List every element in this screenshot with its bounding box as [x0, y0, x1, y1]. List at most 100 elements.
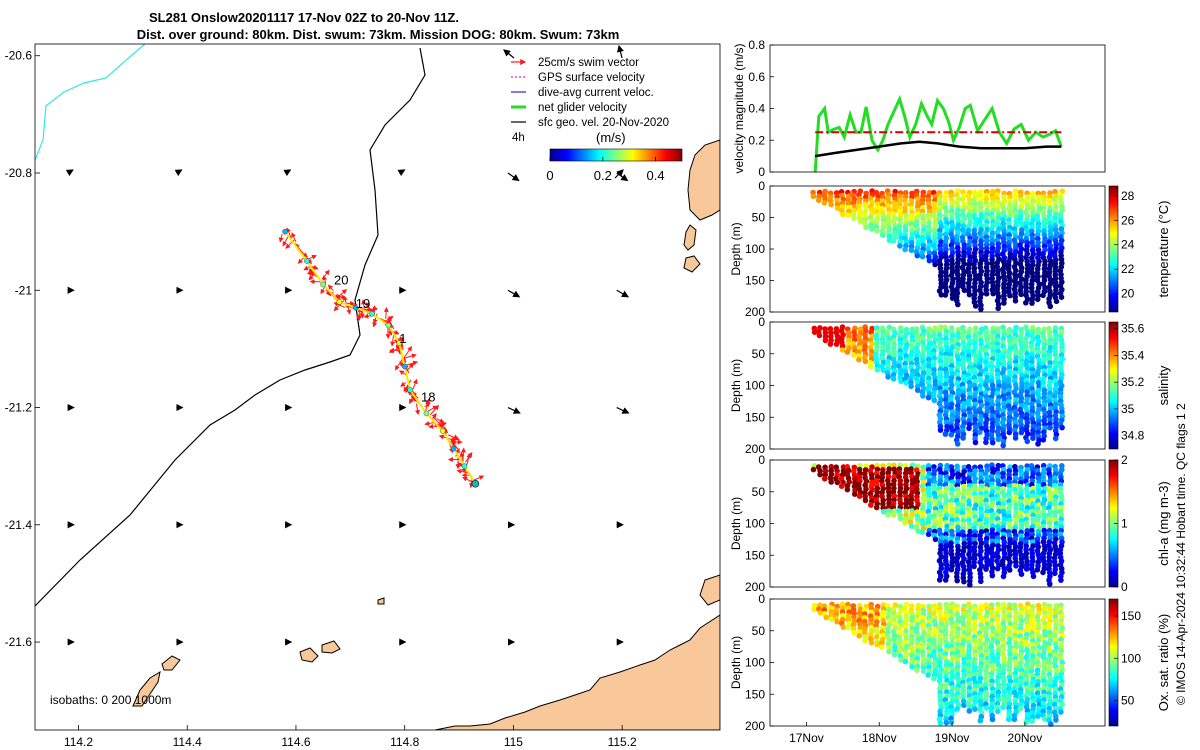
- oxygen-section-sample: [909, 664, 915, 670]
- colorbar-tick-label: 22: [1121, 262, 1135, 276]
- chla-section-sample: [978, 578, 984, 585]
- map-x-tick-label: 114.8: [390, 735, 419, 749]
- track-fix-point: [369, 310, 375, 317]
- track-fix-point: [423, 410, 430, 417]
- speed-colorbar-ticks: 0 0.2 0.4: [546, 157, 665, 183]
- salinity-section-ylabel: Depth (m): [729, 359, 743, 412]
- swim-vector-arrow: [398, 370, 407, 376]
- oxygen-section-sample: [823, 614, 829, 621]
- oxygen-section-sample: [868, 639, 875, 646]
- swim-vector-arrow: [459, 451, 465, 462]
- geo-vector-arrow: [616, 44, 624, 59]
- depth-tick-label: 150: [745, 274, 765, 288]
- chla-section-sample: [897, 515, 904, 522]
- salinity-section-sample: [890, 372, 897, 378]
- temperature-section-colorbar: [1108, 185, 1119, 313]
- depth-tick-label: 0: [758, 179, 765, 193]
- chla-section-sample: [1006, 567, 1013, 573]
- chla-section-sample: [936, 577, 943, 583]
- temperature-section-panel: 0 50 100 150 200 Depth (m) 20 22 24 26 28 temperatu…: [729, 179, 1171, 319]
- chla-section-clabel: chl-a (mg m-3): [1156, 481, 1171, 566]
- oxygen-section-sample: [926, 641, 932, 648]
- swim-vector-arrow: [322, 275, 328, 284]
- day-label: 1: [399, 331, 406, 346]
- day-label: 20: [334, 272, 348, 287]
- chla-section-sample: [856, 493, 863, 500]
- map-y-tick-label: -21: [15, 283, 33, 297]
- chla-section-sample: [1052, 570, 1058, 577]
- colorbar-tick-label: 50: [1121, 694, 1135, 708]
- swim-vector-arrow: [372, 318, 378, 328]
- oxygen-section-sample: [954, 706, 960, 712]
- island-small-4: [299, 647, 319, 663]
- temperature-section-sample: [914, 252, 921, 259]
- temperature-section-sample: [1018, 291, 1024, 298]
- chla-section-sample: [1047, 581, 1053, 587]
- chla-section-sample: [885, 512, 891, 518]
- track-fix-point: [396, 340, 403, 346]
- salinity-section-sample: [885, 374, 891, 380]
- oxygen-section-sample: [1048, 721, 1054, 727]
- salinity-section-sample: [1006, 334, 1013, 340]
- oxygen-section-sample: [1023, 719, 1030, 726]
- salinity-section-sample: [1059, 424, 1065, 431]
- swim-vector-arrow: [342, 295, 349, 308]
- chla-section-sample: [838, 483, 845, 490]
- chla-section-sample: [942, 577, 949, 583]
- swim-vector-arrow: [361, 299, 367, 310]
- colorbar-tick-label: 0.2: [594, 168, 612, 183]
- chla-section-sample: [932, 536, 939, 543]
- chla-section-sample: [821, 476, 828, 482]
- salinity-section-sample: [1018, 429, 1025, 436]
- chla-section-sample: [844, 486, 851, 493]
- track-fix-point: [304, 258, 310, 264]
- oxygen-section-sample: [1000, 704, 1006, 711]
- legend-geo: sfc geo. vel. 20-Nov-2020: [538, 117, 669, 129]
- swim-vector-arrow: [456, 468, 470, 474]
- colorbar-tick-label: 150: [1121, 609, 1141, 623]
- oxygen-section-sample: [983, 705, 990, 711]
- salinity-section-sample: [1035, 441, 1041, 447]
- map-y-tick-label: -21.2: [5, 401, 33, 415]
- oxygen-section-sample: [840, 624, 847, 630]
- oxygen-section-sample: [811, 606, 817, 613]
- oxygen-section-sample: [862, 637, 868, 644]
- salinity-section-sample: [874, 367, 881, 373]
- salinity-section-sample: [1006, 429, 1013, 436]
- chla-section-sample: [874, 485, 881, 492]
- salinity-section-sample: [839, 335, 845, 342]
- colorbar-tick-label: 35.2: [1121, 375, 1145, 389]
- chla-section-sample: [828, 479, 834, 485]
- salinity-section-sample: [1052, 435, 1059, 442]
- temperature-section-sample: [857, 218, 864, 225]
- geo-vector-arrow: [174, 169, 183, 177]
- track-fix-point: [401, 363, 408, 370]
- swim-vector-arrow: [452, 434, 458, 444]
- chla-section-sample: [955, 471, 961, 477]
- swim-vector-arrow: [390, 334, 396, 347]
- salinity-section-sample: [955, 357, 962, 363]
- depth-tick-label: 100: [745, 656, 765, 670]
- colorbar-tick-label: 28: [1121, 189, 1135, 203]
- salinity-section-sample: [822, 337, 829, 344]
- depth-tick-label: 0: [758, 453, 765, 467]
- depth-tick-label: 0: [758, 592, 765, 606]
- island-south-west-2: [161, 655, 181, 671]
- legend-swim-vector: 25cm/s swim vector: [538, 57, 639, 69]
- oxygen-section-sample: [1017, 705, 1024, 712]
- salinity-section-sample: [833, 341, 840, 347]
- salinity-section-sample: [897, 351, 903, 358]
- oxygen-section-ylabel: Depth (m): [729, 636, 743, 689]
- map-frame: [34, 43, 721, 731]
- track-end-marker: [471, 479, 480, 488]
- chla-section-ylabel: Depth (m): [729, 497, 743, 550]
- map-y-tick-label: -21.4: [5, 518, 33, 532]
- chla-section-sample: [999, 558, 1006, 564]
- temperature-section-sample: [990, 290, 996, 297]
- temperature-section-sample: [845, 212, 852, 218]
- depth-tick-label: 150: [745, 548, 765, 562]
- chla-section-sample: [890, 512, 897, 518]
- swim-vector-arrow: [412, 378, 418, 390]
- island-small-3: [699, 574, 720, 606]
- chla-section-sample: [862, 497, 869, 504]
